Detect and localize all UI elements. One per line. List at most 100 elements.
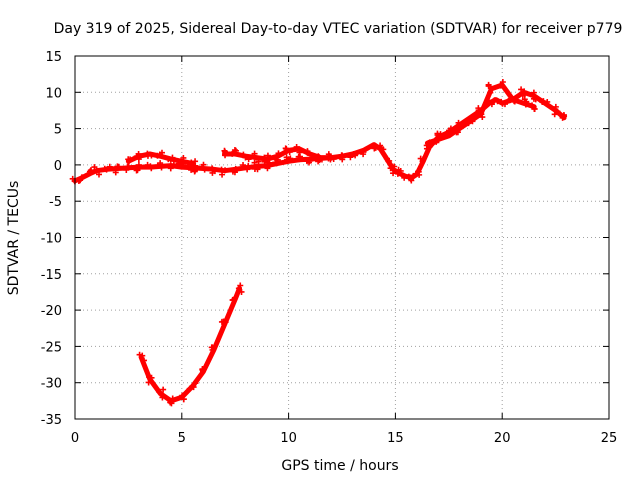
data-point (478, 107, 485, 114)
data-point (521, 88, 528, 95)
data-point (95, 171, 102, 178)
data-point (180, 396, 187, 403)
data-point (158, 164, 165, 171)
data-point (347, 154, 354, 161)
data-point (296, 149, 303, 156)
grid-lines (75, 56, 609, 419)
data-point (491, 97, 498, 104)
data-point (360, 149, 367, 156)
data-point (240, 162, 247, 169)
data-point (251, 159, 258, 166)
data-point (457, 123, 464, 130)
data-point (316, 157, 323, 164)
data-point (296, 156, 303, 163)
data-point (154, 162, 161, 169)
data-point (244, 166, 251, 173)
data-point (192, 158, 199, 165)
y-tick-label: -15 (41, 268, 62, 283)
data-point (91, 164, 98, 171)
data-point (497, 81, 504, 88)
data-point (544, 98, 551, 105)
data-point (327, 156, 334, 163)
data-point (245, 156, 252, 163)
data-point (251, 165, 258, 172)
data-point (371, 144, 378, 151)
data-point (199, 164, 206, 171)
data-point (522, 101, 529, 108)
data-point (135, 161, 142, 168)
data-point (145, 379, 152, 386)
data-point (222, 167, 229, 174)
data-point (339, 152, 346, 159)
data-point (124, 163, 131, 170)
y-tick-label: 15 (45, 50, 62, 65)
data-point (123, 166, 130, 173)
data-point (283, 145, 290, 152)
data-point (485, 81, 492, 88)
data-point (87, 167, 94, 174)
data-point (539, 99, 546, 106)
data-point (264, 152, 271, 159)
data-point (305, 159, 312, 166)
data-point (190, 384, 197, 391)
x-tick-label: 15 (387, 431, 404, 446)
data-point (434, 130, 441, 137)
data-point (186, 385, 193, 392)
data-point (126, 157, 133, 164)
x-tick-label: 0 (71, 431, 79, 446)
data-point (209, 346, 216, 353)
data-point (77, 177, 84, 184)
data-point (423, 142, 430, 149)
data-point (479, 114, 486, 121)
x-tick-label: 20 (494, 431, 511, 446)
y-tick-label: 10 (45, 86, 62, 101)
data-point (521, 96, 528, 103)
data-point (454, 129, 461, 136)
data-point (209, 169, 216, 176)
data-point (144, 161, 151, 168)
x-axis-title: GPS time / hours (281, 458, 398, 474)
data-point (114, 163, 121, 170)
data-point (391, 163, 398, 170)
data-point (237, 282, 244, 289)
data-point (554, 108, 561, 115)
data-point (135, 150, 142, 157)
data-point (261, 154, 268, 161)
data-point (315, 153, 322, 160)
y-tick-label: 5 (54, 123, 62, 138)
data-point (146, 374, 153, 381)
data-point (286, 149, 293, 156)
data-point (378, 145, 385, 152)
series-1 (69, 86, 568, 185)
data-point (139, 352, 146, 359)
data-point (255, 156, 262, 163)
y-tick-label: 0 (54, 159, 62, 174)
data-point (519, 92, 526, 99)
data-point (178, 159, 185, 166)
data-point (180, 154, 187, 161)
y-tick-label: -30 (41, 377, 62, 392)
data-point (401, 174, 408, 181)
data-point (304, 149, 311, 156)
data-point (242, 154, 249, 161)
data-point (112, 169, 119, 176)
data-point (511, 98, 518, 105)
x-tick-label: 25 (601, 431, 618, 446)
data-point (93, 167, 100, 174)
data-point (395, 166, 402, 173)
data-point (144, 150, 151, 157)
data-point (251, 150, 258, 157)
data-point (160, 386, 167, 393)
data-point (552, 103, 559, 110)
data-point (487, 89, 494, 96)
data-point (170, 161, 177, 168)
data-point (445, 130, 452, 137)
y-tick-label: -25 (41, 340, 62, 355)
tick-labels: 0 5 10 15 20 25 -35 -30 -25 -20 -15 -10 -5 0 5 10 15 (41, 50, 618, 446)
data-point (159, 394, 166, 401)
data-point (445, 129, 452, 136)
data-point (168, 400, 175, 407)
data-point (148, 165, 155, 172)
data-point (507, 97, 514, 104)
